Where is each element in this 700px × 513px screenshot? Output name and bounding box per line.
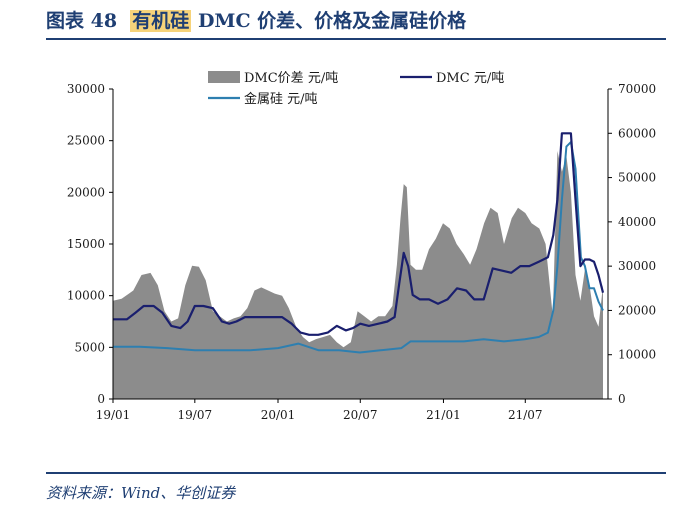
left-tick-label: 10000 [67,289,105,303]
right-tick-label: 30000 [618,259,656,273]
figure-label: 图表 48 [46,10,118,32]
series-silicon-line [113,141,604,354]
source-note: 资料来源：Wind、华创证券 [46,484,236,502]
x-tick-label: 19/07 [178,408,213,422]
x-tick-label: 21/07 [508,408,543,422]
series-dmc-line [113,132,605,336]
left-tick-label: 5000 [74,340,105,354]
x-tick-label: 20/01 [261,408,296,422]
right-tick-label: 40000 [618,215,656,229]
right-tick-label: 50000 [618,171,656,185]
left-tick-label: 20000 [67,185,105,199]
x-tick-label: 20/07 [343,408,378,422]
figure-header: 图表 48 有机硅 DMC 价差、价格及金属硅价格 [0,0,700,40]
legend-swatch-spread [208,71,240,83]
right-tick-label: 20000 [618,303,656,317]
legend-label: 金属硅 元/吨 [244,91,318,107]
title-rule [46,38,666,40]
legend-label: DMC价差 元/吨 [244,71,338,86]
x-tick-label: 21/01 [426,408,461,422]
right-tick-label: 0 [618,392,626,406]
figure-title: 图表 48 有机硅 DMC 价差、价格及金属硅价格 [46,6,466,33]
x-tick-label: 19/01 [96,408,131,422]
figure-title-text: DMC 价差、价格及金属硅价格 [197,10,467,32]
left-tick-label: 0 [97,392,105,406]
left-tick-label: 25000 [67,134,105,148]
right-tick-label: 10000 [618,348,656,362]
legend-label: DMC 元/吨 [436,71,504,86]
highlight-keyword: 有机硅 [130,10,192,32]
chart: 0 5000 10000 15000 20000 25000 30000 0 10000 2000… [67,71,656,422]
right-tick-label: 70000 [618,82,656,96]
series-dmc-spread-area [113,151,603,399]
left-tick-label: 15000 [67,237,105,251]
right-tick-label: 60000 [618,126,656,140]
footer-rule [46,472,666,474]
left-tick-label: 30000 [67,82,105,96]
